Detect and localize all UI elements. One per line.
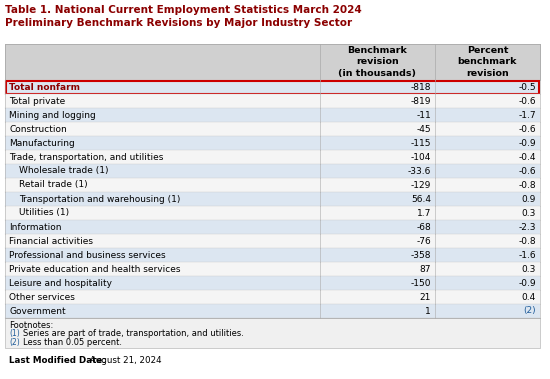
Text: -0.6: -0.6: [518, 97, 536, 105]
Text: -104: -104: [411, 152, 431, 161]
Text: -0.9: -0.9: [518, 138, 536, 147]
Text: -76: -76: [416, 236, 431, 246]
Text: Total private: Total private: [9, 97, 65, 105]
Bar: [5, 164, 540, 178]
Text: -0.6: -0.6: [518, 124, 536, 133]
Text: Manufacturing: Manufacturing: [9, 138, 75, 147]
Text: Trade, transportation, and utilities: Trade, transportation, and utilities: [9, 152, 163, 161]
Text: -11: -11: [416, 111, 431, 119]
Bar: [5, 318, 540, 348]
Text: Information: Information: [9, 222, 62, 232]
Text: Transportation and warehousing (1): Transportation and warehousing (1): [19, 194, 180, 204]
Text: Private education and health services: Private education and health services: [9, 265, 180, 274]
Bar: [5, 192, 540, 206]
Text: 0.4: 0.4: [522, 293, 536, 302]
Text: Retail trade (1): Retail trade (1): [19, 180, 87, 190]
Text: Percent
benchmark
revision: Percent benchmark revision: [458, 46, 517, 78]
Bar: [5, 122, 540, 136]
Text: Government: Government: [9, 307, 65, 315]
Text: Preliminary Benchmark Revisions by Major Industry Sector: Preliminary Benchmark Revisions by Major…: [5, 18, 352, 28]
Text: Mining and logging: Mining and logging: [9, 111, 96, 119]
Text: 56.4: 56.4: [411, 194, 431, 204]
Bar: [5, 290, 540, 304]
Bar: [5, 178, 540, 192]
Text: Table 1. National Current Employment Statistics March 2024: Table 1. National Current Employment Sta…: [5, 5, 362, 15]
Bar: [5, 94, 540, 108]
Bar: [5, 248, 540, 262]
Text: 87: 87: [420, 265, 431, 274]
Text: Series are part of trade, transportation, and utilities.: Series are part of trade, transportation…: [23, 329, 244, 338]
Bar: [5, 234, 540, 248]
Bar: [5, 150, 540, 164]
Text: 0.9: 0.9: [521, 194, 536, 204]
Text: -0.9: -0.9: [518, 279, 536, 288]
Text: Wholesale trade (1): Wholesale trade (1): [19, 166, 108, 175]
Text: -45: -45: [416, 124, 431, 133]
Text: Leisure and hospitality: Leisure and hospitality: [9, 279, 112, 288]
Bar: [5, 80, 540, 94]
Text: -818: -818: [410, 83, 431, 91]
Text: Less than 0.05 percent.: Less than 0.05 percent.: [23, 338, 122, 347]
Text: -2.3: -2.3: [519, 222, 536, 232]
Bar: [6, 80, 540, 94]
Text: -0.6: -0.6: [518, 166, 536, 175]
Text: Other services: Other services: [9, 293, 75, 302]
Bar: [5, 262, 540, 276]
Text: Construction: Construction: [9, 124, 67, 133]
Text: 0.3: 0.3: [521, 208, 536, 218]
Text: -0.4: -0.4: [519, 152, 536, 161]
Text: Last Modified Date:: Last Modified Date:: [9, 356, 106, 365]
Text: -129: -129: [411, 180, 431, 190]
Bar: [5, 276, 540, 290]
Text: Financial activities: Financial activities: [9, 236, 93, 246]
Text: Total nonfarm: Total nonfarm: [9, 83, 80, 91]
Text: -1.6: -1.6: [518, 251, 536, 260]
Text: -33.6: -33.6: [408, 166, 431, 175]
Text: 1.7: 1.7: [417, 208, 431, 218]
Text: -358: -358: [410, 251, 431, 260]
Bar: [5, 220, 540, 234]
Text: -0.5: -0.5: [518, 83, 536, 91]
Bar: [5, 304, 540, 318]
Bar: [5, 136, 540, 150]
Text: Footnotes:: Footnotes:: [9, 321, 53, 330]
Text: Benchmark
revision
(in thousands): Benchmark revision (in thousands): [338, 46, 416, 78]
Text: -0.8: -0.8: [518, 236, 536, 246]
Text: Professional and business services: Professional and business services: [9, 251, 166, 260]
Text: 1: 1: [425, 307, 431, 315]
Text: -1.7: -1.7: [518, 111, 536, 119]
Text: Utilities (1): Utilities (1): [19, 208, 69, 218]
Text: 0.3: 0.3: [521, 265, 536, 274]
Text: (2): (2): [524, 307, 536, 315]
Text: (1): (1): [9, 329, 20, 338]
Text: -0.8: -0.8: [518, 180, 536, 190]
Text: -819: -819: [410, 97, 431, 105]
Text: -68: -68: [416, 222, 431, 232]
Bar: [5, 108, 540, 122]
Bar: [5, 44, 540, 80]
Text: -150: -150: [410, 279, 431, 288]
Text: -115: -115: [410, 138, 431, 147]
Text: 21: 21: [420, 293, 431, 302]
Text: August 21, 2024: August 21, 2024: [87, 356, 162, 365]
Text: (2): (2): [9, 338, 20, 347]
Bar: [5, 206, 540, 220]
